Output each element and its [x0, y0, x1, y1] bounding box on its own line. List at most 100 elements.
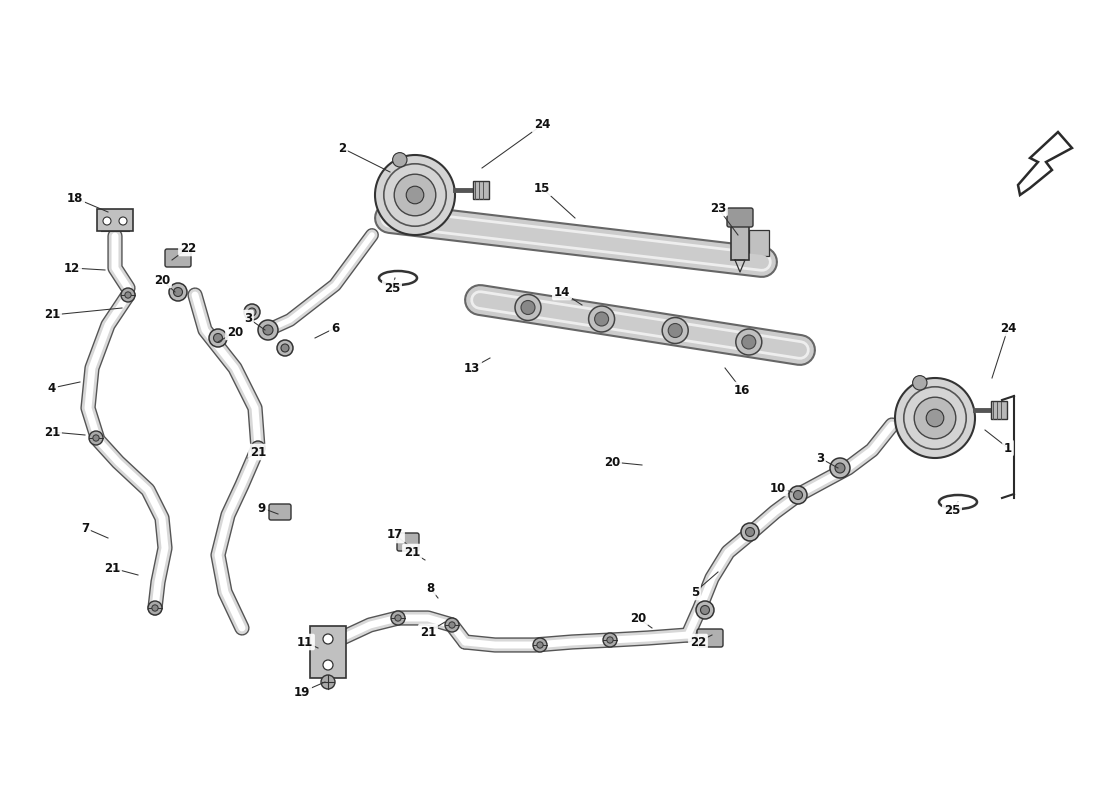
- Text: 24: 24: [1000, 322, 1016, 334]
- Text: 13: 13: [464, 362, 480, 374]
- Text: 14: 14: [553, 286, 570, 298]
- Text: 12: 12: [64, 262, 80, 274]
- Text: 5: 5: [691, 586, 700, 598]
- Circle shape: [280, 344, 289, 352]
- Circle shape: [263, 325, 273, 335]
- Circle shape: [390, 611, 405, 625]
- FancyBboxPatch shape: [727, 208, 754, 227]
- Circle shape: [515, 294, 541, 321]
- Text: 19: 19: [294, 686, 310, 698]
- Text: 7: 7: [81, 522, 89, 534]
- Circle shape: [603, 633, 617, 647]
- Text: 11: 11: [297, 635, 313, 649]
- Text: 22: 22: [180, 242, 196, 254]
- Circle shape: [668, 323, 682, 338]
- Text: 20: 20: [604, 455, 620, 469]
- Circle shape: [449, 622, 455, 628]
- Circle shape: [741, 523, 759, 541]
- Text: 23: 23: [710, 202, 726, 214]
- Circle shape: [835, 463, 845, 473]
- Circle shape: [323, 634, 333, 644]
- Circle shape: [124, 292, 131, 298]
- FancyBboxPatch shape: [270, 504, 292, 520]
- Circle shape: [152, 605, 158, 611]
- Text: 21: 21: [420, 626, 436, 638]
- Circle shape: [394, 174, 436, 216]
- Text: 3: 3: [816, 451, 824, 465]
- Circle shape: [121, 288, 135, 302]
- Text: 3: 3: [244, 311, 252, 325]
- Circle shape: [607, 637, 613, 643]
- FancyBboxPatch shape: [991, 401, 1006, 419]
- Circle shape: [406, 186, 424, 204]
- Text: 20: 20: [630, 611, 646, 625]
- Text: 1: 1: [1004, 442, 1012, 454]
- Circle shape: [537, 642, 543, 648]
- Circle shape: [595, 312, 608, 326]
- Text: 21: 21: [44, 309, 60, 322]
- FancyBboxPatch shape: [97, 209, 133, 231]
- Circle shape: [169, 283, 187, 301]
- Text: 22: 22: [690, 635, 706, 649]
- Text: 8: 8: [426, 582, 434, 594]
- Circle shape: [895, 378, 975, 458]
- Circle shape: [662, 318, 689, 343]
- Circle shape: [89, 431, 103, 445]
- Text: 24: 24: [534, 118, 550, 131]
- Text: 17: 17: [387, 529, 403, 542]
- Text: 16: 16: [734, 383, 750, 397]
- Circle shape: [213, 334, 222, 342]
- Text: 9: 9: [257, 502, 266, 514]
- Text: 15: 15: [534, 182, 550, 194]
- Circle shape: [321, 675, 336, 689]
- Circle shape: [244, 304, 260, 320]
- Circle shape: [696, 601, 714, 619]
- Circle shape: [375, 155, 455, 235]
- FancyBboxPatch shape: [697, 629, 723, 647]
- FancyBboxPatch shape: [473, 181, 490, 199]
- Circle shape: [736, 329, 762, 355]
- Text: 10: 10: [770, 482, 786, 494]
- Text: 21: 21: [103, 562, 120, 574]
- Circle shape: [926, 409, 944, 427]
- Circle shape: [534, 638, 547, 652]
- Circle shape: [701, 606, 710, 614]
- Circle shape: [323, 660, 333, 670]
- Circle shape: [258, 320, 278, 340]
- Circle shape: [103, 217, 111, 225]
- Text: 20: 20: [227, 326, 243, 338]
- Circle shape: [914, 397, 956, 438]
- FancyBboxPatch shape: [732, 224, 749, 260]
- Circle shape: [395, 615, 402, 621]
- Circle shape: [209, 329, 227, 347]
- Circle shape: [92, 435, 99, 441]
- Circle shape: [830, 458, 850, 478]
- Text: 25: 25: [944, 503, 960, 517]
- Text: 21: 21: [44, 426, 60, 438]
- Polygon shape: [1018, 132, 1072, 195]
- Circle shape: [148, 601, 162, 615]
- Circle shape: [446, 618, 459, 632]
- Circle shape: [913, 376, 927, 390]
- Circle shape: [789, 486, 807, 504]
- Circle shape: [393, 153, 407, 167]
- FancyBboxPatch shape: [749, 230, 769, 256]
- FancyBboxPatch shape: [310, 626, 346, 678]
- Text: 20: 20: [154, 274, 170, 286]
- Circle shape: [248, 308, 256, 316]
- Text: 21: 21: [404, 546, 420, 558]
- Circle shape: [588, 306, 615, 332]
- Text: 18: 18: [67, 191, 84, 205]
- FancyBboxPatch shape: [397, 533, 419, 551]
- Circle shape: [521, 301, 535, 314]
- Circle shape: [255, 445, 261, 451]
- Text: 2: 2: [338, 142, 346, 154]
- Text: 4: 4: [48, 382, 56, 394]
- Circle shape: [119, 217, 126, 225]
- Circle shape: [793, 490, 803, 499]
- Circle shape: [277, 340, 293, 356]
- Circle shape: [746, 527, 755, 537]
- Text: 21: 21: [250, 446, 266, 458]
- Circle shape: [251, 441, 265, 455]
- FancyBboxPatch shape: [165, 249, 191, 267]
